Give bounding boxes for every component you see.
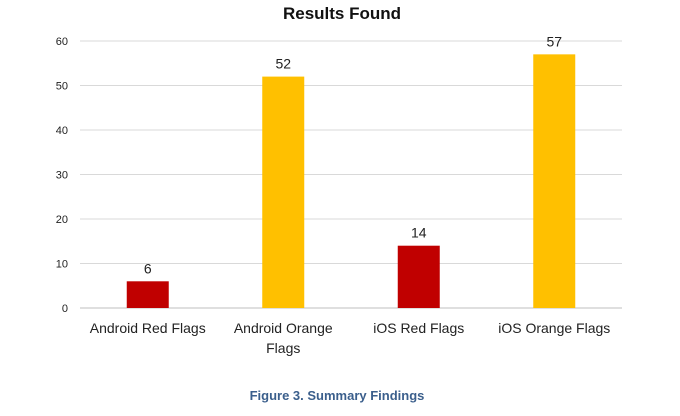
y-tick-label: 30 — [56, 170, 68, 182]
bar — [126, 281, 169, 308]
gridlines — [80, 40, 622, 309]
bar — [533, 54, 576, 308]
x-tick-label: iOS Orange Flags — [498, 320, 610, 336]
bar — [397, 245, 440, 308]
data-label: 6 — [144, 260, 152, 276]
bar — [262, 76, 305, 308]
data-labels: 6 52 14 57 — [144, 33, 562, 276]
x-tick-label: Android Orange Flags — [234, 320, 333, 356]
y-tick-label: 20 — [56, 214, 68, 226]
y-axis-ticks: 0 10 20 30 40 50 60 — [56, 36, 68, 315]
bars — [126, 54, 576, 308]
category-labels: Android Red Flags Android Orange Flags iOS … — [90, 320, 611, 356]
y-tick-label: 0 — [62, 303, 68, 315]
y-tick-label: 40 — [56, 125, 68, 137]
chart-title: Results Found — [282, 4, 402, 23]
x-tick-label: iOS Red Flags — [373, 320, 464, 336]
x-tick-label: Android Red Flags — [90, 320, 206, 336]
figure-caption: Figure 3. Summary Findings — [249, 388, 425, 403]
data-label: 52 — [275, 56, 291, 72]
y-tick-label: 50 — [56, 81, 68, 93]
data-label: 57 — [546, 33, 562, 49]
y-tick-label: 10 — [56, 259, 68, 271]
data-label: 14 — [411, 225, 427, 241]
y-tick-label: 60 — [56, 36, 68, 48]
